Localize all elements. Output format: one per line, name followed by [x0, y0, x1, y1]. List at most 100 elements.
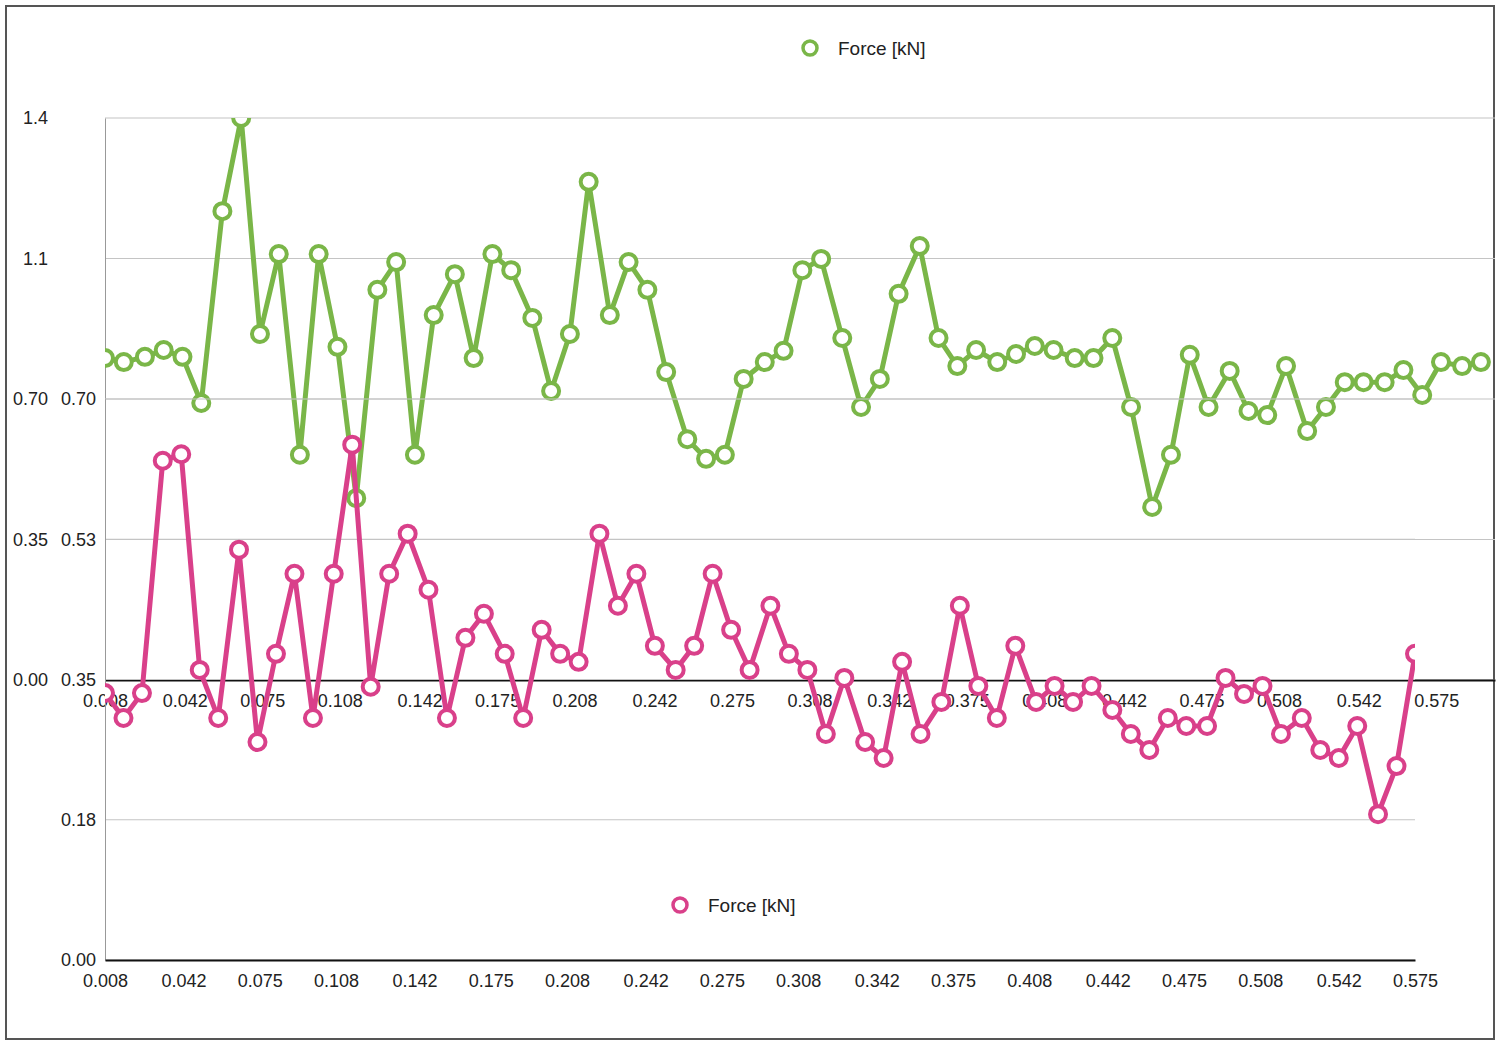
point-marker: [949, 358, 965, 374]
point-marker: [571, 654, 587, 670]
x-axis: 0.0080.0420.0750.1080.1420.1750.2080.242…: [83, 960, 1438, 991]
point-marker: [562, 326, 578, 342]
point-marker: [1349, 718, 1365, 734]
x-tick-label: 0.508: [1238, 971, 1283, 991]
point-marker: [679, 431, 695, 447]
point-marker: [1240, 403, 1256, 419]
point-marker: [1299, 423, 1315, 439]
point-marker: [105, 350, 113, 366]
series-line: [105, 445, 1415, 814]
point-marker: [311, 246, 327, 262]
x-tick: 0.575: [1414, 680, 1459, 711]
x-tick-label: 0.475: [1162, 971, 1207, 991]
point-marker: [952, 598, 968, 614]
point-marker: [116, 354, 132, 370]
point-marker: [1473, 354, 1489, 370]
point-marker: [1331, 750, 1347, 766]
point-marker: [876, 750, 892, 766]
x-tick-label: 0.008: [83, 971, 128, 991]
x-tick-label: 0.208: [553, 691, 598, 711]
point-marker: [543, 383, 559, 399]
point-marker: [621, 254, 637, 270]
point-marker: [1027, 338, 1043, 354]
y-tick-label: 0.00: [61, 950, 96, 970]
point-marker: [723, 622, 739, 638]
point-marker: [1067, 350, 1083, 366]
point-marker: [836, 670, 852, 686]
point-marker: [1337, 374, 1353, 390]
x-tick: 0.042: [162, 960, 207, 991]
x-tick: 0.042: [163, 680, 208, 711]
point-marker: [105, 685, 113, 701]
point-marker: [484, 246, 500, 262]
point-marker: [1255, 678, 1271, 694]
point-marker: [439, 710, 455, 726]
x-tick-label: 0.142: [393, 971, 438, 991]
point-marker: [1414, 387, 1430, 403]
point-marker: [698, 451, 714, 467]
point-marker: [1085, 350, 1101, 366]
point-marker: [286, 566, 302, 582]
point-marker: [326, 566, 342, 582]
point-marker: [853, 399, 869, 415]
point-marker: [799, 662, 815, 678]
point-marker: [193, 395, 209, 411]
x-tick-label: 0.342: [867, 691, 912, 711]
x-tick: 0.475: [1162, 960, 1207, 991]
point-marker: [610, 598, 626, 614]
markers: [105, 437, 1415, 822]
x-tick: 0.142: [393, 960, 438, 991]
point-marker: [1104, 330, 1120, 346]
point-marker: [503, 262, 519, 278]
x-tick: 0.575: [1393, 960, 1438, 991]
point-marker: [857, 734, 873, 750]
point-marker: [968, 342, 984, 358]
x-tick-label: 0.175: [475, 691, 520, 711]
y-axis: 0.000.180.350.530.70: [61, 389, 106, 970]
point-marker: [762, 598, 778, 614]
point-marker: [705, 566, 721, 582]
legend: Force [kN]: [803, 38, 926, 59]
y-tick-label: 0.70: [61, 389, 96, 409]
x-tick-label: 0.142: [398, 691, 443, 711]
x-tick: 0.008: [83, 960, 128, 991]
point-marker: [466, 350, 482, 366]
point-marker: [794, 262, 810, 278]
point-marker: [381, 566, 397, 582]
point-marker: [249, 734, 265, 750]
x-tick-label: 0.342: [855, 971, 900, 991]
point-marker: [1218, 670, 1234, 686]
point-marker: [1454, 358, 1470, 374]
point-marker: [1178, 718, 1194, 734]
point-marker: [329, 339, 345, 355]
point-marker: [252, 326, 268, 342]
point-marker: [268, 646, 284, 662]
y-axis-line: [105, 400, 106, 961]
y-tick-label: 0.35: [13, 530, 48, 550]
grid-line: [105, 398, 1415, 399]
point-marker: [137, 349, 153, 365]
x-tick-label: 0.542: [1317, 971, 1362, 991]
x-tick: 0.108: [314, 960, 359, 991]
grid-line: [105, 539, 1495, 540]
grid-line: [105, 398, 1495, 399]
point-marker: [628, 566, 644, 582]
point-marker: [1407, 646, 1415, 662]
x-tick-label: 0.375: [931, 971, 976, 991]
point-marker: [1141, 742, 1157, 758]
x-tick: 0.242: [632, 680, 677, 711]
grid: [105, 399, 1415, 960]
point-marker: [742, 662, 758, 678]
x-axis: 0.0080.0420.0750.1080.1420.1750.2080.242…: [83, 680, 1496, 711]
x-axis-line: [106, 680, 1496, 682]
y-tick: 0.70: [13, 389, 105, 409]
y-tick-label: 1.4: [23, 108, 48, 128]
point-marker: [292, 447, 308, 463]
point-marker: [989, 710, 1005, 726]
x-tick-label: 0.275: [700, 971, 745, 991]
point-marker: [476, 606, 492, 622]
y-tick: 0.00: [61, 950, 105, 970]
point-marker: [497, 646, 513, 662]
point-marker: [894, 654, 910, 670]
point-marker: [1144, 499, 1160, 515]
